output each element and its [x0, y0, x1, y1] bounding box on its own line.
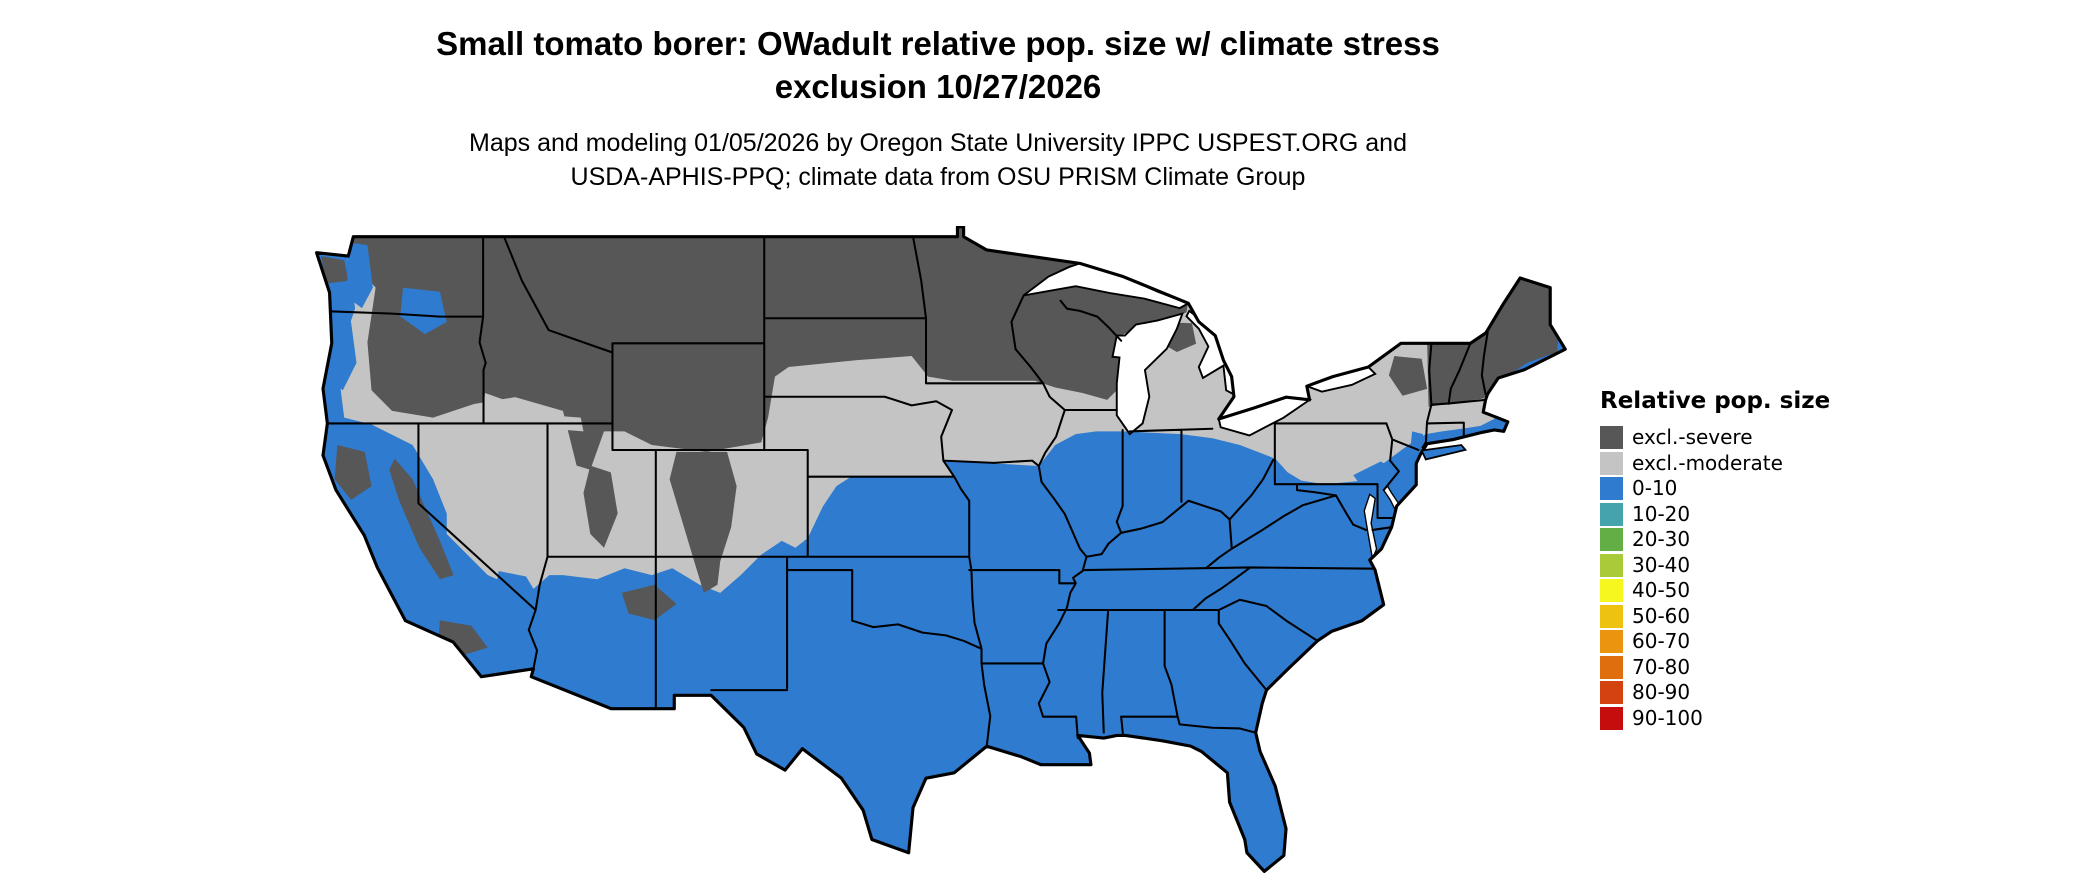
long-island	[1420, 444, 1468, 461]
chesapeake-bay	[1363, 493, 1378, 562]
legend-item: excl.-moderate	[1600, 450, 1830, 475]
legend-swatch	[1600, 477, 1623, 500]
legend-swatch	[1600, 528, 1623, 551]
legend-item: excl.-severe	[1600, 426, 1830, 449]
legend-item: 30-40	[1600, 552, 1830, 577]
legend-swatch	[1600, 451, 1623, 475]
lake-michigan	[1111, 312, 1184, 436]
legend-item: 40-50	[1600, 579, 1830, 602]
us-map	[314, 226, 1567, 873]
map-title-line1: Small tomato borer: OWadult relative pop…	[436, 25, 1440, 62]
legend-item-label: 80-90	[1632, 680, 1691, 704]
legend-item: 10-20	[1600, 501, 1830, 526]
legend-item-label: 50-60	[1632, 603, 1691, 628]
legend-item: 60-70	[1600, 630, 1830, 653]
legend-item-label: 20-30	[1632, 527, 1691, 551]
legend-swatch	[1600, 655, 1623, 679]
legend-swatch	[1600, 706, 1623, 730]
legend-item: 0-10	[1600, 477, 1830, 500]
great-lakes	[1023, 262, 1401, 562]
legend-item-label: excl.-moderate	[1632, 450, 1783, 475]
map-subtitle-line2: USDA-APHIS-PPQ; climate data from OSU PR…	[570, 163, 1306, 191]
legend: Relative pop. size excl.-severe excl.-mo…	[1600, 388, 1830, 732]
legend-item-label: 0-10	[1632, 476, 1678, 500]
legend-swatch	[1600, 579, 1623, 602]
legend-swatch	[1600, 630, 1623, 653]
legend-swatch	[1600, 553, 1623, 577]
map-region-excl-moderate-valleys	[483, 393, 584, 432]
map-title-line2: exclusion 10/27/2026	[774, 68, 1102, 105]
legend-swatch	[1600, 502, 1623, 526]
state-borders	[326, 235, 1489, 748]
map-title: Small tomato borer: OWadult relative pop…	[436, 22, 1440, 108]
legend-item-label: excl.-severe	[1632, 425, 1753, 449]
legend-item-label: 70-80	[1632, 654, 1691, 679]
legend-item: 90-100	[1600, 705, 1830, 730]
legend-swatch	[1600, 604, 1623, 628]
legend-item: 80-90	[1600, 681, 1830, 704]
legend-item: 70-80	[1600, 654, 1830, 679]
legend-swatch	[1600, 426, 1623, 449]
map-subtitle: Maps and modeling 01/05/2026 by Oregon S…	[469, 126, 1407, 194]
legend-item-label: 10-20	[1632, 501, 1691, 526]
legend-swatch	[1600, 681, 1623, 704]
us-map-container	[310, 226, 1568, 890]
legend-item-label: 40-50	[1632, 578, 1691, 602]
legend-item-label: 30-40	[1632, 552, 1691, 577]
legend-title: Relative pop. size	[1600, 388, 1831, 414]
legend-item: 20-30	[1600, 528, 1830, 551]
map-subtitle-line1: Maps and modeling 01/05/2026 by Oregon S…	[469, 129, 1407, 157]
legend-item: 50-60	[1600, 603, 1830, 628]
legend-item-label: 90-100	[1632, 705, 1703, 730]
legend-item-label: 60-70	[1632, 629, 1691, 653]
